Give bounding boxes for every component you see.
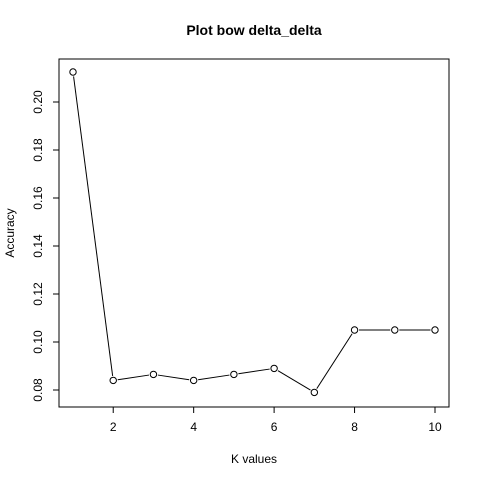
y-tick-label: 0.12 xyxy=(31,282,45,306)
y-tick-label: 0.20 xyxy=(31,90,45,114)
series-line-segment xyxy=(117,374,150,381)
series-line-segment xyxy=(238,368,270,375)
y-tick-label: 0.10 xyxy=(31,330,45,354)
data-series xyxy=(69,68,439,397)
data-point xyxy=(431,326,439,334)
data-point xyxy=(391,326,399,334)
data-point xyxy=(69,68,77,76)
y-tick-label: 0.18 xyxy=(31,138,45,162)
y-tick-label: 0.14 xyxy=(31,234,45,258)
y-tick-label: 0.16 xyxy=(31,186,45,210)
series-line-segment xyxy=(316,333,353,389)
data-point xyxy=(109,376,117,385)
series-line-segment xyxy=(157,374,190,381)
chart-title: Plot bow delta_delta xyxy=(186,22,322,38)
x-axis-label: K values xyxy=(231,452,277,466)
data-point xyxy=(189,376,198,385)
x-tick-label: 2 xyxy=(110,420,117,434)
data-point xyxy=(149,370,158,379)
y-axis: 0.08 0.10 0.12 0.14 0.16 0.18 0.20 xyxy=(31,90,59,402)
y-axis-label: Accuracy xyxy=(3,208,17,257)
x-tick-label: 10 xyxy=(428,420,442,434)
data-point xyxy=(350,326,359,334)
data-point xyxy=(230,370,238,379)
data-point xyxy=(270,364,278,373)
x-tick-label: 6 xyxy=(271,420,278,434)
x-axis: 2 4 6 8 10 xyxy=(110,407,442,434)
series-line-segment xyxy=(277,370,311,391)
series-line-segment xyxy=(73,76,114,377)
series-line-segment xyxy=(198,374,230,381)
data-point xyxy=(310,388,319,397)
plot-frame xyxy=(58,58,450,408)
y-tick-label: 0.08 xyxy=(31,378,45,402)
x-tick-label: 8 xyxy=(351,420,358,434)
x-tick-label: 4 xyxy=(190,420,197,434)
